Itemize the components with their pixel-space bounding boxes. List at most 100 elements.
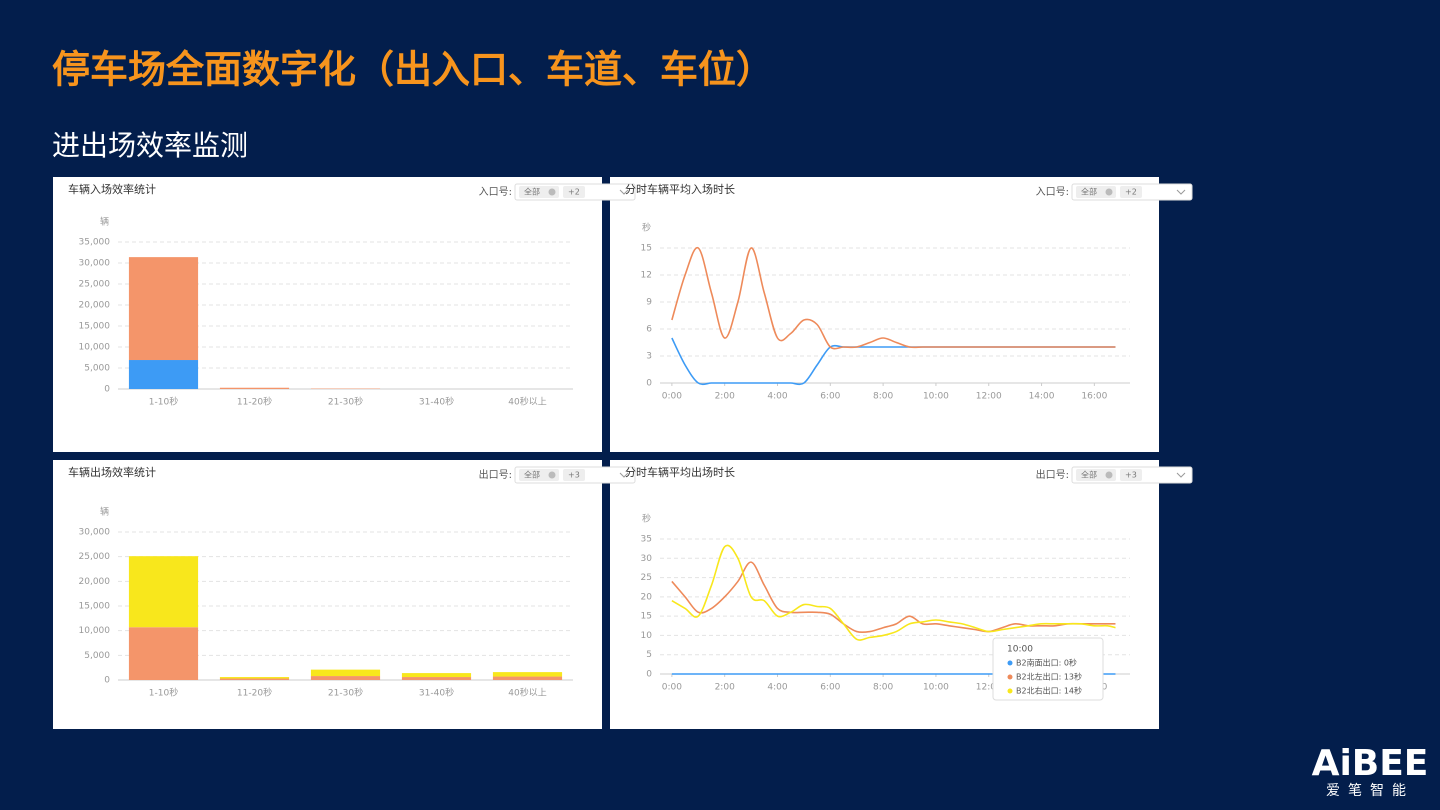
y-axis-unit: 辆 (100, 506, 109, 518)
filter-chip-close[interactable] (548, 188, 556, 196)
y-tick-label: 30,000 (79, 259, 111, 269)
y-tick-label: 20,000 (79, 301, 111, 311)
filter-chip[interactable] (519, 186, 559, 198)
y-axis-unit: 秒 (642, 222, 651, 234)
y-axis-unit: 辆 (100, 216, 109, 228)
x-tick-label: 14:00 (1029, 392, 1055, 402)
y-tick-label: 6 (646, 325, 652, 335)
y-tick-label: 30,000 (79, 528, 111, 538)
filter-chip-close[interactable] (548, 471, 556, 479)
filter-chevron[interactable] (619, 189, 629, 195)
y-tick-label: 5 (646, 650, 652, 660)
bar-segment (492, 676, 563, 680)
bar-segment (128, 360, 199, 389)
filter-more[interactable]: +3 (1125, 471, 1137, 480)
filter-more[interactable]: +2 (1125, 188, 1137, 197)
bar-segment (401, 673, 472, 678)
filter-chip[interactable] (563, 469, 585, 481)
logo-tagline: 爱笔智能 (1326, 783, 1414, 799)
x-tick-label: 8:00 (873, 392, 893, 402)
y-tick-label: 12 (641, 271, 652, 281)
filter-chip-close[interactable] (1105, 188, 1113, 196)
x-tick-label: 12:00 (976, 392, 1002, 402)
line-series (671, 544, 1116, 641)
filter-option[interactable]: 全部 (1081, 187, 1097, 197)
filter-chip[interactable] (519, 469, 559, 481)
filter-more[interactable]: +3 (568, 471, 580, 480)
bar-segment (219, 678, 290, 680)
bar-segment (128, 257, 199, 361)
y-axis-unit: 秒 (642, 513, 651, 525)
filter-option[interactable]: 全部 (524, 470, 540, 480)
x-tick-label: 0:00 (662, 392, 682, 402)
filter-option[interactable]: 全部 (1081, 470, 1097, 480)
y-tick-label: 3 (646, 352, 652, 362)
y-tick-label: 35,000 (79, 238, 111, 248)
y-tick-label: 5,000 (84, 364, 110, 374)
panel-title: 分时车辆平均出场时长 (625, 465, 735, 479)
filter-label: 入口号: (479, 186, 512, 198)
filter-chip[interactable] (1120, 186, 1142, 198)
x-tick-label: 40秒以上 (508, 396, 546, 408)
x-tick-label: 2:00 (715, 392, 735, 402)
y-tick-label: 20,000 (79, 577, 111, 587)
filter-chip[interactable] (563, 186, 585, 198)
filter-chevron[interactable] (619, 472, 629, 478)
x-tick-label: 11-20秒 (237, 396, 272, 408)
x-tick-label: 8:00 (873, 683, 893, 693)
x-tick-label: 0:00 (662, 683, 682, 693)
tooltip (992, 637, 1104, 701)
filter-chip-close[interactable] (1105, 471, 1113, 479)
bar-segment (128, 627, 199, 680)
x-tick-label: 4:00 (767, 392, 787, 402)
tooltip-item: B2北左出口: 13秒 (1016, 672, 1082, 682)
filter-chip[interactable] (1076, 186, 1116, 198)
tooltip-item: B2南面出口: 0秒 (1016, 658, 1077, 668)
x-tick-label: 1-10秒 (149, 396, 178, 408)
bar-segment (128, 556, 199, 628)
tooltip-dot (1007, 674, 1013, 680)
y-tick-label: 9 (646, 298, 652, 308)
filter-chip[interactable] (1120, 469, 1142, 481)
y-tick-label: 10,000 (79, 626, 111, 636)
slide-title: 停车场全面数字化（出入口、车道、车位） (52, 48, 774, 92)
y-tick-label: 25,000 (79, 552, 111, 562)
y-tick-label: 35 (641, 535, 652, 545)
y-tick-label: 15 (641, 612, 652, 622)
x-tick-label: 10:00 (923, 392, 949, 402)
y-tick-label: 25 (641, 573, 652, 583)
tooltip-dot (1007, 660, 1013, 666)
bar-segment (219, 387, 290, 389)
y-tick-label: 15 (641, 244, 652, 254)
x-tick-label: 6:00 (820, 392, 840, 402)
filter-more[interactable]: +2 (568, 188, 580, 197)
bar-segment (310, 676, 381, 680)
x-tick-label: 16:00 (1081, 392, 1107, 402)
y-tick-label: 15,000 (79, 322, 111, 332)
logo-name: AiBEE (1312, 743, 1429, 784)
slide-subtitle: 进出场效率监测 (52, 129, 248, 162)
filter-chevron[interactable] (1176, 472, 1186, 478)
line-series (671, 247, 1116, 350)
x-tick-label: 2:00 (715, 683, 735, 693)
x-tick-label: 40秒以上 (508, 687, 546, 699)
x-tick-label: 10:00 (923, 683, 949, 693)
filter-option[interactable]: 全部 (524, 187, 540, 197)
y-tick-label: 0 (104, 385, 110, 395)
filter-label: 出口号: (1036, 468, 1069, 481)
bar-segment (310, 669, 381, 677)
x-tick-label: 21-30秒 (328, 396, 363, 408)
y-tick-label: 0 (646, 379, 652, 389)
tooltip-title: 10:00 (1007, 645, 1033, 655)
bar-segment (492, 672, 563, 677)
y-tick-label: 20 (641, 592, 653, 602)
panel (610, 177, 1159, 452)
filter-chip[interactable] (1076, 469, 1116, 481)
x-tick-label: 1-10秒 (149, 687, 178, 699)
panel-title: 分时车辆平均入场时长 (625, 182, 735, 196)
y-tick-label: 10,000 (79, 343, 111, 353)
y-tick-label: 30 (641, 554, 653, 564)
filter-chevron[interactable] (1176, 189, 1186, 195)
